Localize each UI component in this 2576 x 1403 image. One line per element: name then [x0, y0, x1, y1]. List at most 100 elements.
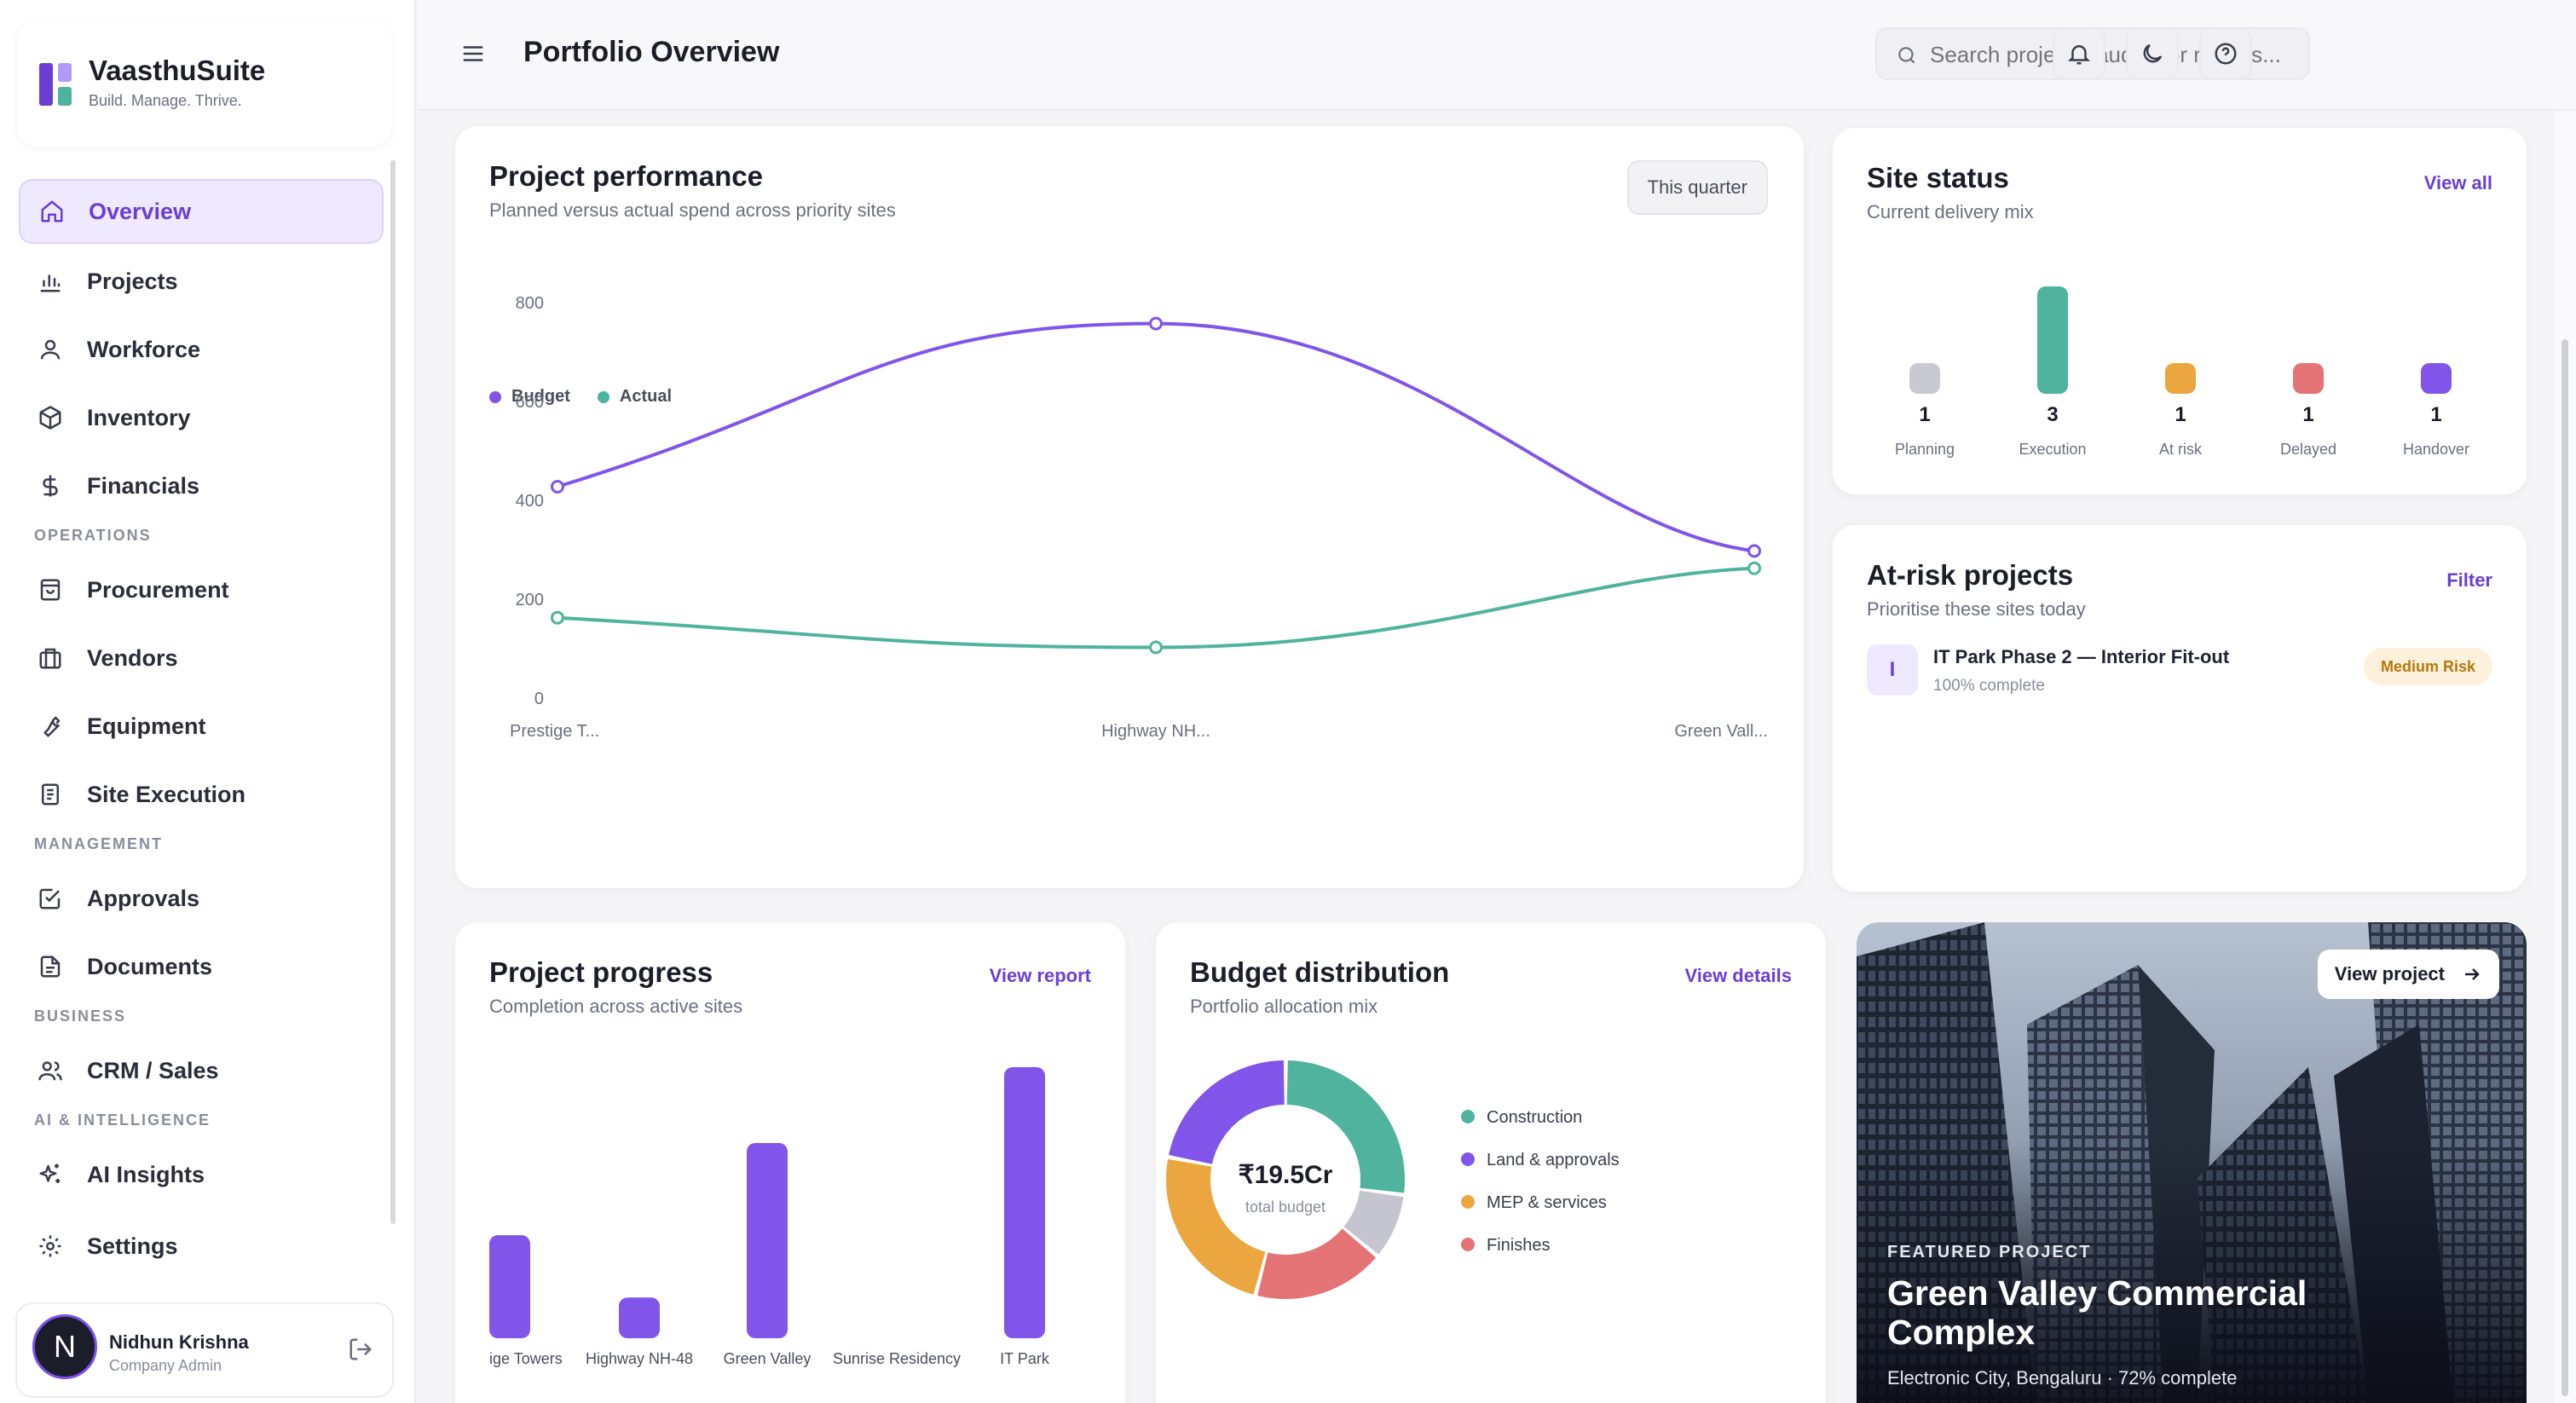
- data-point-actual: [551, 610, 564, 625]
- user-role: Company Admin: [109, 1357, 222, 1374]
- sidebar-item-procurement[interactable]: Procurement: [19, 557, 384, 622]
- data-point-budget: [1149, 316, 1163, 331]
- page-scrollbar[interactable]: [2556, 111, 2576, 1403]
- sidebar-item-inventory[interactable]: Inventory: [19, 385, 384, 450]
- users-icon: [36, 1056, 65, 1085]
- sidebar-item-vendors[interactable]: Vendors: [19, 626, 384, 690]
- help-icon: [2215, 43, 2237, 65]
- sidebar-item-site-execution[interactable]: Site Execution: [19, 762, 384, 827]
- page-title: Portfolio Overview: [523, 36, 780, 68]
- user-icon: [36, 335, 65, 364]
- sidebar-item-label: Financials: [87, 472, 200, 499]
- sidebar-scrollbar[interactable]: [390, 160, 396, 1224]
- card-title: Site status: [1867, 162, 2009, 193]
- y-tick-label: 0: [534, 690, 544, 708]
- project-performance-card: Project performance Planned versus actua…: [455, 126, 1804, 888]
- top-bar: Portfolio Overview: [418, 0, 2576, 111]
- y-tick-label: 800: [516, 294, 544, 313]
- sidebar-item-equipment[interactable]: Equipment: [19, 694, 384, 759]
- sidebar-item-label: Overview: [89, 198, 192, 224]
- gear-icon: [36, 1232, 65, 1261]
- featured-project-card[interactable]: View project FEATURED PROJECT Green Vall…: [1857, 922, 2527, 1403]
- sidebar-item-financials[interactable]: Financials: [19, 453, 384, 518]
- filter-link[interactable]: Filter: [2446, 569, 2492, 591]
- user-profile-card[interactable]: N Nidhun Krishna Company Admin: [15, 1302, 394, 1398]
- sidebar-item-overview[interactable]: Overview: [19, 179, 384, 244]
- legend-dot: [1461, 1195, 1475, 1209]
- brand-name: VaasthuSuite: [89, 55, 266, 86]
- sidebar-item-ai-insights[interactable]: AI Insights: [19, 1142, 384, 1207]
- view-details-link[interactable]: View details: [1684, 965, 1792, 986]
- y-tick-label: 200: [516, 591, 544, 609]
- x-tick-label: IT Park: [1000, 1350, 1050, 1367]
- check-square-icon: [36, 884, 65, 913]
- nav-section-ai: AI & INTELLIGENCE: [34, 1111, 211, 1129]
- featured-title: Green Valley Commercial Complex: [1887, 1273, 2307, 1352]
- sidebar-item-approvals[interactable]: Approvals: [19, 866, 384, 931]
- legend-dot: [1461, 1152, 1475, 1166]
- status-count: 1: [2302, 403, 2313, 426]
- search-icon: [1898, 47, 1915, 64]
- sidebar-item-settings[interactable]: Settings: [19, 1214, 384, 1279]
- logout-icon[interactable]: [348, 1337, 373, 1362]
- theme-toggle-button[interactable]: [2126, 27, 2179, 80]
- status-label: Execution: [2019, 441, 2086, 458]
- card-title: Budget distribution: [1190, 956, 1450, 988]
- moon-icon: [2143, 43, 2163, 63]
- sidebar-item-label: Workforce: [87, 336, 201, 362]
- notifications-button[interactable]: [2053, 27, 2105, 80]
- help-button[interactable]: [2199, 27, 2252, 80]
- list-item[interactable]: I IT Park Phase 2 — Interior Fit-out 100…: [1867, 644, 2492, 704]
- view-all-link[interactable]: View all: [2423, 172, 2492, 193]
- sidebar-item-documents[interactable]: Documents: [19, 934, 384, 999]
- brand-card[interactable]: VaasthuSuite Build. Manage. Thrive.: [17, 20, 392, 147]
- legend-item-actual[interactable]: Actual: [597, 387, 672, 407]
- x-tick-label: Highway NH-48: [586, 1350, 693, 1367]
- donut-center-label: total budget: [1245, 1198, 1326, 1215]
- status-bar: [2293, 363, 2324, 394]
- scrollbar-thumb[interactable]: [2562, 339, 2568, 1396]
- x-tick-label: Green Vall...: [1674, 722, 1768, 741]
- menu-icon[interactable]: [460, 41, 486, 66]
- sidebar-item-projects[interactable]: Projects: [19, 249, 384, 314]
- status-count: 1: [1919, 403, 1930, 426]
- view-project-button[interactable]: View project: [2317, 950, 2499, 999]
- brand-logo-icon: [39, 63, 72, 106]
- series-line-actual: [557, 566, 1755, 650]
- avatar[interactable]: N: [32, 1314, 97, 1379]
- view-report-link[interactable]: View report: [989, 965, 1091, 986]
- project-avatar: I: [1867, 644, 1918, 696]
- x-tick-label: Highway NH...: [1101, 722, 1210, 741]
- y-tick-label: 600: [516, 393, 544, 412]
- progress-bar-chart: ige Towers Highway NH-48 Green Valley Sunri…: [489, 1067, 1050, 1367]
- sidebar-item-label: CRM / Sales: [87, 1057, 219, 1083]
- status-bar: [2165, 363, 2196, 394]
- card-subtitle: Completion across active sites: [489, 996, 743, 1017]
- status-label: Handover: [2403, 441, 2469, 458]
- nav-section-management: MANAGEMENT: [34, 835, 163, 852]
- data-point-actual: [1149, 640, 1163, 655]
- progress-bar: [1004, 1067, 1045, 1338]
- sparkles-icon: [36, 1160, 65, 1189]
- progress-bar: [747, 1143, 788, 1338]
- donut-slice: [1286, 1060, 1405, 1193]
- sidebar-item-label: Procurement: [87, 576, 229, 603]
- clipboard-icon: [36, 780, 65, 809]
- shopping-bag-icon: [36, 575, 65, 604]
- legend-label: Land & approvals: [1487, 1151, 1620, 1169]
- site-status-chart: 1 Planning 3 Execution 1 At risk 1 Delayed 1 Hand…: [1895, 286, 2469, 458]
- featured-kicker: FEATURED PROJECT: [1887, 1243, 2092, 1262]
- at-risk-projects-card: At-risk projects Prioritise these sites …: [1833, 525, 2527, 892]
- nav-section-business: BUSINESS: [34, 1008, 127, 1025]
- card-subtitle: Planned versus actual spend across prior…: [489, 199, 896, 221]
- range-select[interactable]: This quarter: [1626, 160, 1768, 215]
- legend-label: MEP & services: [1487, 1193, 1607, 1212]
- legend-item-budget[interactable]: Budget: [489, 387, 570, 407]
- budget-donut-chart: ₹19.5Cr total budget Construction Land & ap…: [1166, 1060, 1620, 1299]
- legend-dot: [1461, 1110, 1475, 1123]
- card-subtitle: Prioritise these sites today: [1867, 598, 2086, 620]
- sidebar-item-crm-sales[interactable]: CRM / Sales: [19, 1038, 384, 1103]
- sidebar-item-workforce[interactable]: Workforce: [19, 317, 384, 382]
- sidebar-item-label: Projects: [87, 268, 178, 294]
- featured-project-image: [1857, 922, 2527, 1403]
